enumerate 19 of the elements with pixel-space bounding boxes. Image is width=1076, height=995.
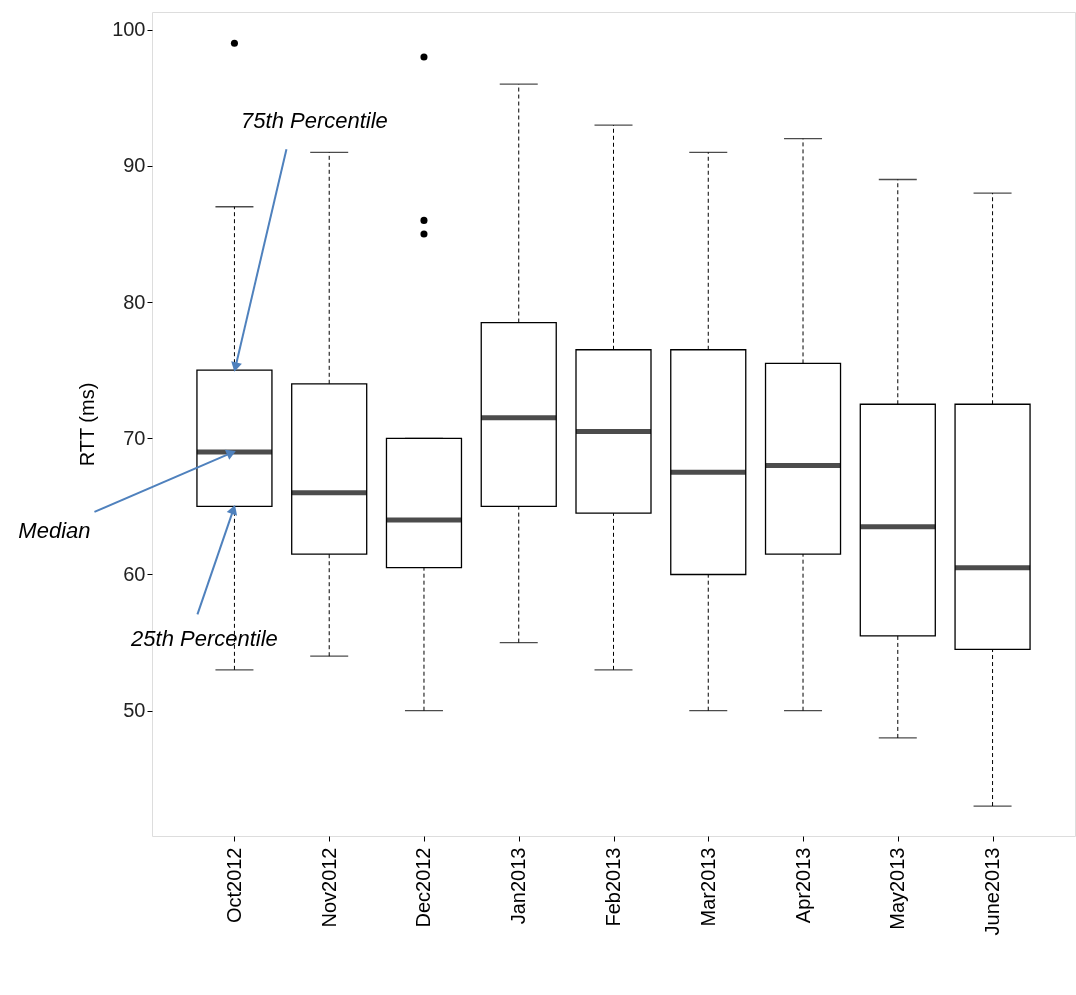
y-tick-label: 80 xyxy=(123,290,146,313)
x-tick-label: Oct2012 xyxy=(222,847,245,924)
y-tick-label: 70 xyxy=(123,426,146,449)
annotation: 25th Percentile xyxy=(130,626,278,652)
annotation: Median xyxy=(18,517,91,543)
y-tick-label: 90 xyxy=(123,154,146,177)
x-tick-label: Jan2013 xyxy=(507,847,530,925)
y-axis-title: RTT (ms) xyxy=(76,382,99,467)
x-tick-label: May2013 xyxy=(886,847,909,930)
x-tick-label: June2013 xyxy=(981,847,1004,936)
y-tick-label: 50 xyxy=(123,699,146,722)
annotation: 75th Percentile xyxy=(241,108,388,134)
x-tick-label: Feb2013 xyxy=(602,847,624,927)
y-tick-label: 60 xyxy=(123,563,146,585)
x-tick-label: Dec2012 xyxy=(412,847,435,928)
x-tick-label: Apr2013 xyxy=(791,847,814,924)
y-tick-label: 100 xyxy=(112,18,146,41)
x-tick-label: Nov2012 xyxy=(317,847,340,928)
x-tick-label: Mar2013 xyxy=(696,847,719,927)
